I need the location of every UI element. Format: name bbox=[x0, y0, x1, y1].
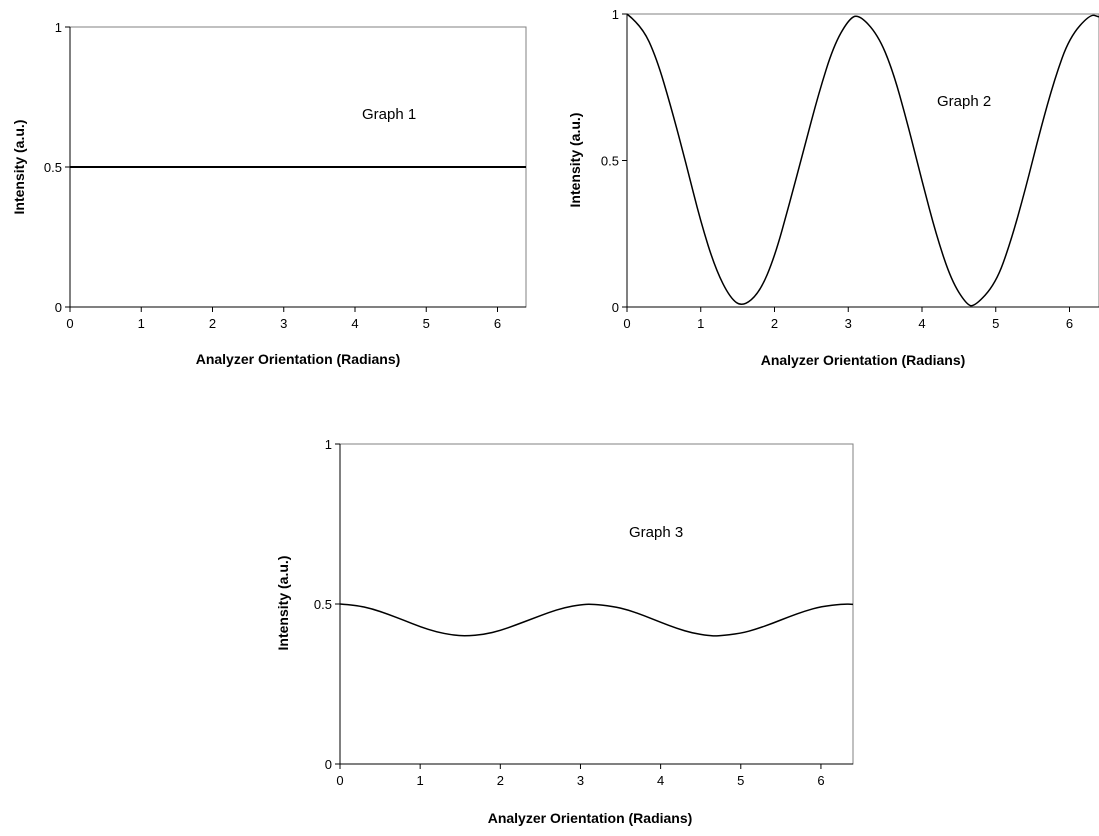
plot-area-frame bbox=[626, 13, 1099, 308]
x-tick-label: 3 bbox=[577, 773, 584, 788]
y-tick-label: 0 bbox=[55, 300, 62, 315]
series-line bbox=[339, 603, 854, 637]
x-axis-title: Analyzer Orientation (Radians) bbox=[761, 352, 966, 368]
chart-annotation: Graph 3 bbox=[629, 524, 683, 541]
x-tick-label: 5 bbox=[423, 316, 430, 331]
y-axis-title: Intensity (a.u.) bbox=[11, 120, 27, 215]
x-tick-label: 4 bbox=[657, 773, 664, 788]
x-tick-label: 2 bbox=[497, 773, 504, 788]
x-tick-label: 2 bbox=[209, 316, 216, 331]
x-tick-label: 1 bbox=[417, 773, 424, 788]
x-axis-title: Analyzer Orientation (Radians) bbox=[488, 810, 693, 826]
x-tick-label: 2 bbox=[771, 316, 778, 331]
chart-graph-1: Graph 1 Analyzer Orientation (Radians) I… bbox=[11, 20, 527, 367]
y-tick-label: 1 bbox=[612, 7, 619, 22]
x-tick-label: 0 bbox=[66, 316, 73, 331]
chart-graph-2: Graph 2 Analyzer Orientation (Radians) I… bbox=[567, 7, 1099, 368]
x-tick-label: 6 bbox=[1066, 316, 1073, 331]
x-tick-label: 5 bbox=[992, 316, 999, 331]
x-tick-label: 5 bbox=[737, 773, 744, 788]
x-tick-label: 3 bbox=[845, 316, 852, 331]
x-tick-label: 1 bbox=[697, 316, 704, 331]
chart-annotation: Graph 2 bbox=[937, 93, 991, 110]
chart-graph-3: Graph 3 Analyzer Orientation (Radians) I… bbox=[275, 437, 854, 826]
series-line bbox=[626, 13, 1099, 307]
x-tick-label: 6 bbox=[817, 773, 824, 788]
y-tick-label: 0.5 bbox=[44, 160, 62, 175]
y-tick-label: 0.5 bbox=[601, 154, 619, 169]
x-axis-title: Analyzer Orientation (Radians) bbox=[196, 351, 401, 367]
y-tick-label: 0 bbox=[325, 757, 332, 772]
x-tick-label: 6 bbox=[494, 316, 501, 331]
x-tick-label: 3 bbox=[280, 316, 287, 331]
x-tick-label: 1 bbox=[138, 316, 145, 331]
y-tick-label: 1 bbox=[55, 20, 62, 35]
x-tick-label: 4 bbox=[918, 316, 925, 331]
chart-annotation: Graph 1 bbox=[362, 106, 416, 123]
y-tick-label: 0.5 bbox=[314, 597, 332, 612]
y-tick-label: 1 bbox=[325, 437, 332, 452]
y-tick-label: 0 bbox=[612, 300, 619, 315]
y-axis-title: Intensity (a.u.) bbox=[275, 556, 291, 651]
x-tick-label: 0 bbox=[623, 316, 630, 331]
x-tick-label: 4 bbox=[351, 316, 358, 331]
x-tick-label: 0 bbox=[336, 773, 343, 788]
y-axis-title: Intensity (a.u.) bbox=[567, 113, 583, 208]
